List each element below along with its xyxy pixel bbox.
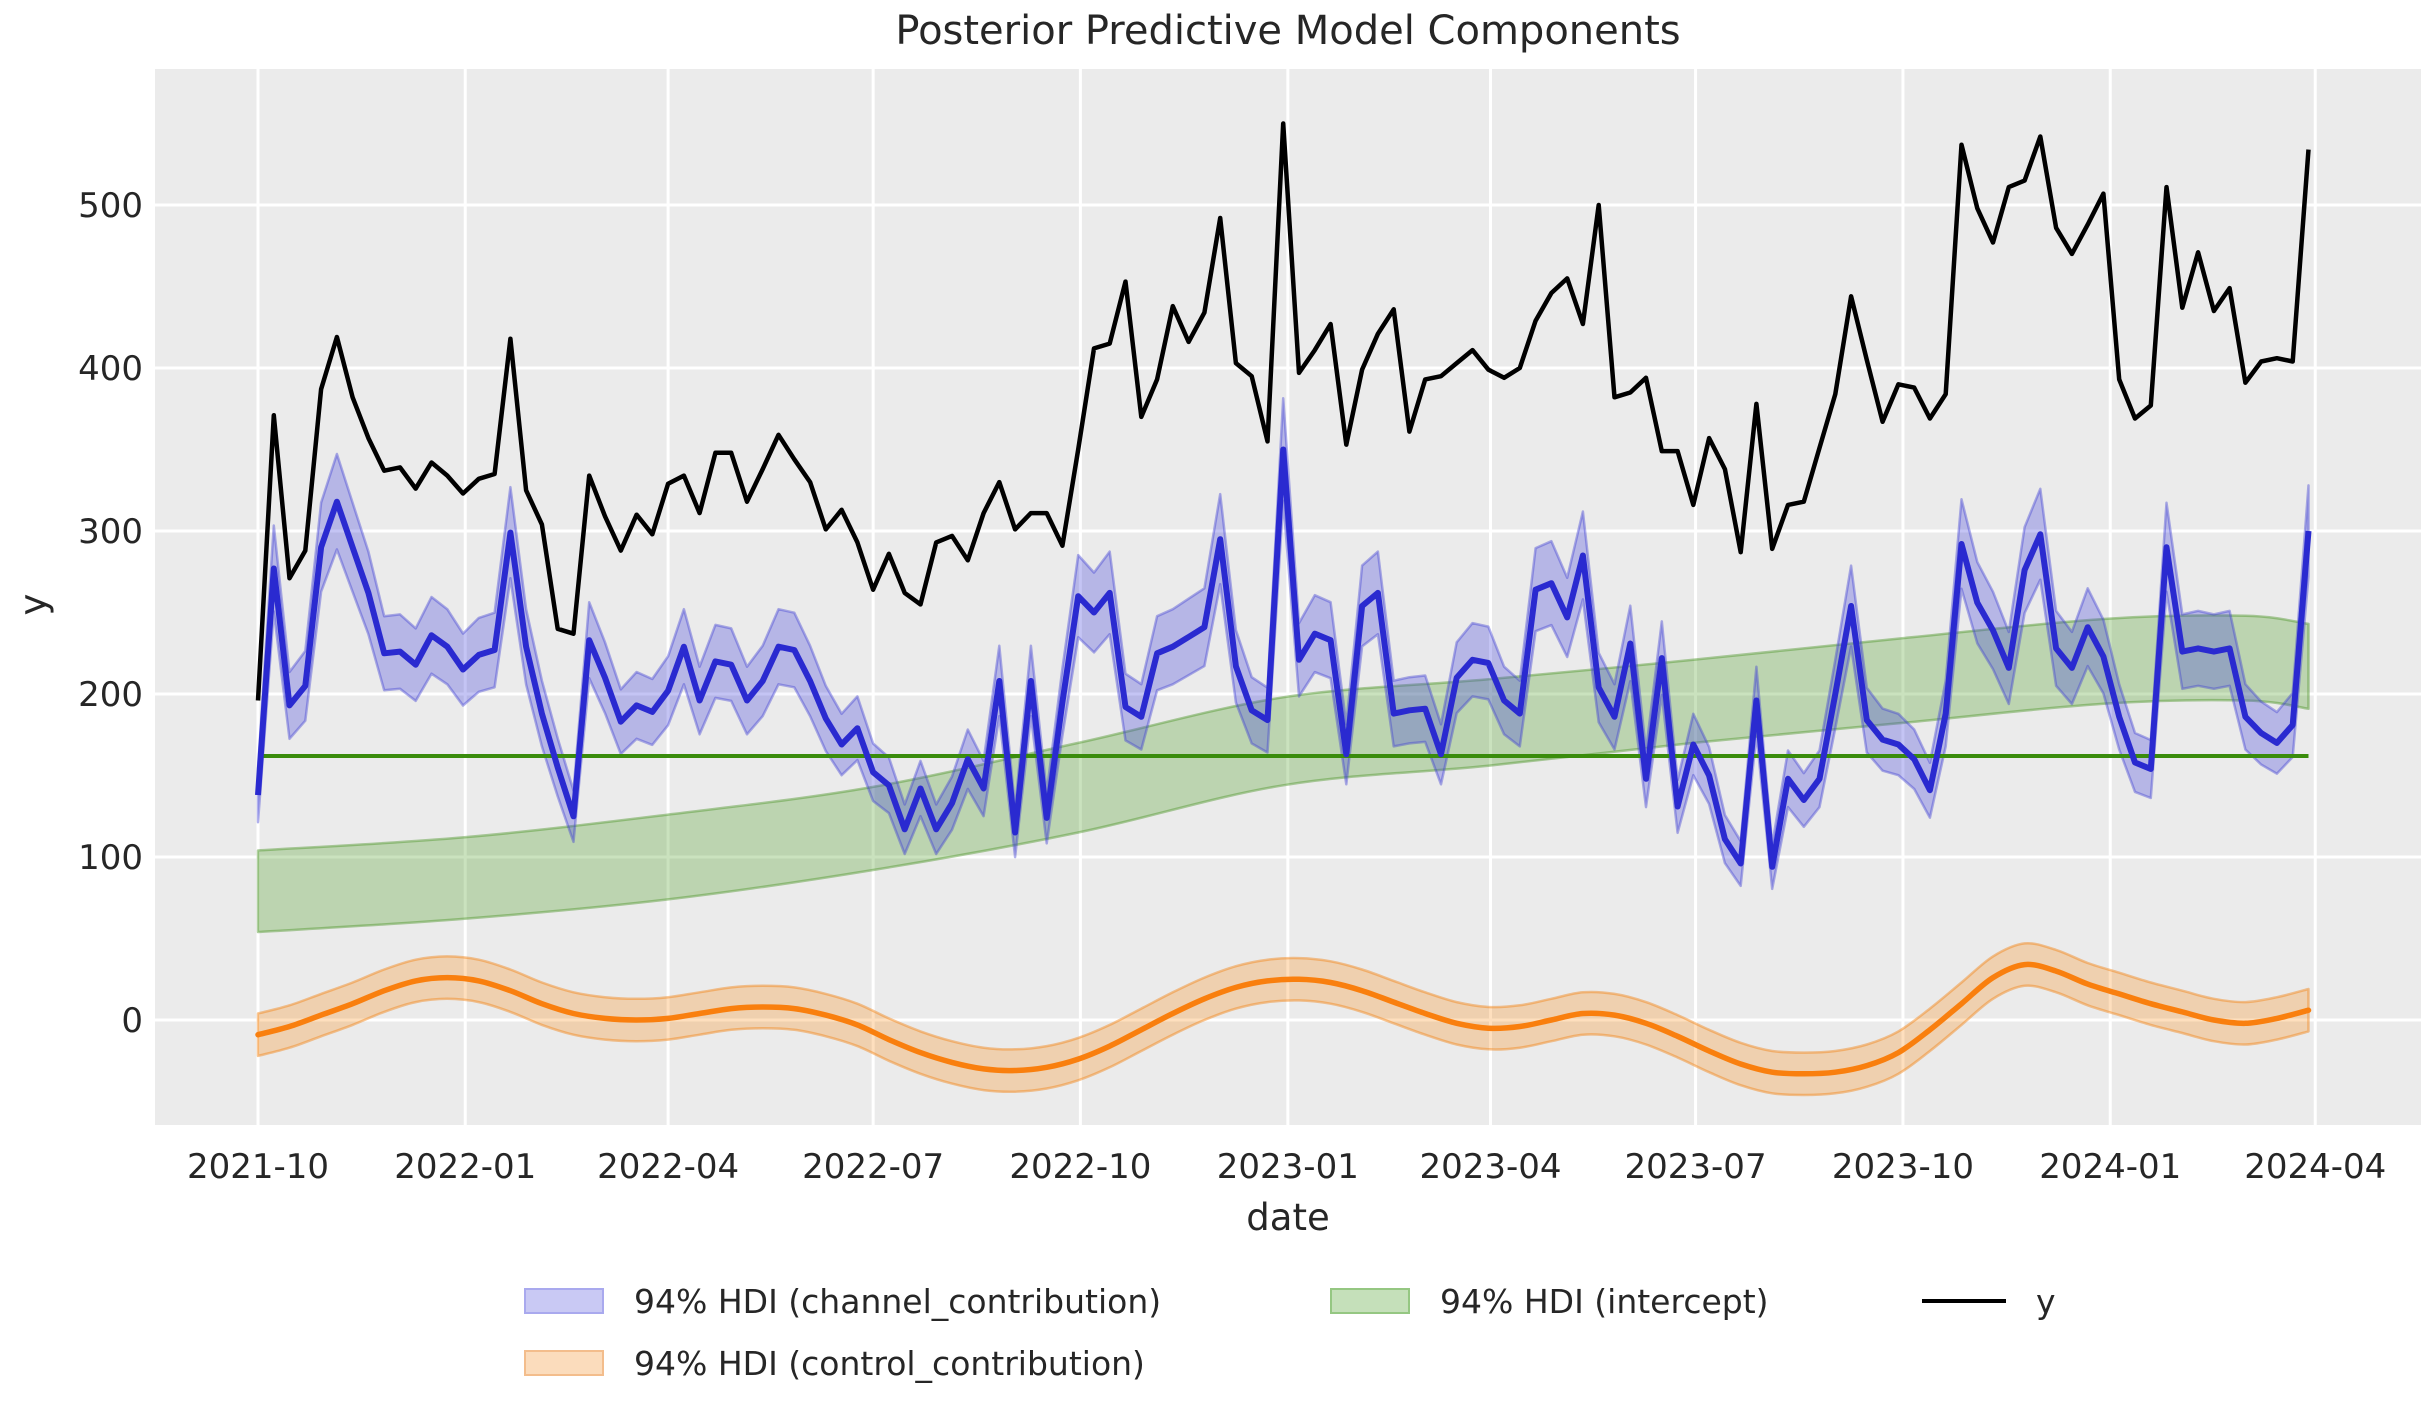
y-tick-label: 100 — [78, 838, 143, 878]
legend-item-y: y — [1922, 1281, 2056, 1321]
channel-hdi-band — [256, 396, 2310, 891]
x-tick-label: 2024-01 — [2039, 1147, 2181, 1187]
y-tick-label: 200 — [78, 675, 143, 715]
x-tick-label: 2022-07 — [802, 1147, 944, 1187]
x-tick-label: 2023-07 — [1625, 1147, 1767, 1187]
y-tick-label: 300 — [78, 512, 143, 552]
intercept-hdi-swatch — [1330, 1288, 1410, 1314]
legend-label-intercept: 94% HDI (intercept) — [1440, 1281, 1769, 1321]
x-tick-label: 2022-01 — [394, 1147, 536, 1187]
y-axis-label: y — [11, 593, 55, 616]
x-axis-label: date — [1246, 1196, 1330, 1239]
legend-label-channel: 94% HDI (channel_contribution) — [634, 1281, 1162, 1321]
y-line-swatch — [1922, 1299, 2006, 1303]
y-tick-label: 400 — [78, 349, 143, 389]
control-hdi-swatch — [524, 1350, 604, 1376]
x-tick-label: 2023-01 — [1217, 1147, 1359, 1187]
y-line — [255, 121, 2311, 701]
legend-label-y: y — [2036, 1281, 2056, 1321]
legend-label-control: 94% HDI (control_contribution) — [634, 1343, 1145, 1383]
x-tick-label: 2022-10 — [1009, 1147, 1151, 1187]
x-tick-label: 2024-04 — [2244, 1147, 2386, 1187]
channel-mean-line — [255, 446, 2312, 870]
legend-item-intercept: 94% HDI (intercept) — [1330, 1281, 1769, 1321]
y-tick-label: 500 — [78, 186, 143, 226]
channel-hdi-swatch — [524, 1288, 604, 1314]
x-tick-label: 2023-10 — [1832, 1147, 1974, 1187]
x-tick-label: 2023-04 — [1419, 1147, 1561, 1187]
control-mean-line — [255, 961, 2312, 1077]
legend-item-control: 94% HDI (control_contribution) — [524, 1343, 1145, 1383]
legend-item-channel: 94% HDI (channel_contribution) — [524, 1281, 1162, 1321]
control-hdi-band — [256, 941, 2310, 1097]
y-tick-label: 0 — [121, 1001, 143, 1041]
x-tick-label: 2021-10 — [187, 1147, 329, 1187]
chart-title: Posterior Predictive Model Components — [895, 8, 1681, 54]
intercept-hdi-band — [256, 614, 2310, 934]
x-tick-label: 2022-04 — [597, 1147, 739, 1187]
